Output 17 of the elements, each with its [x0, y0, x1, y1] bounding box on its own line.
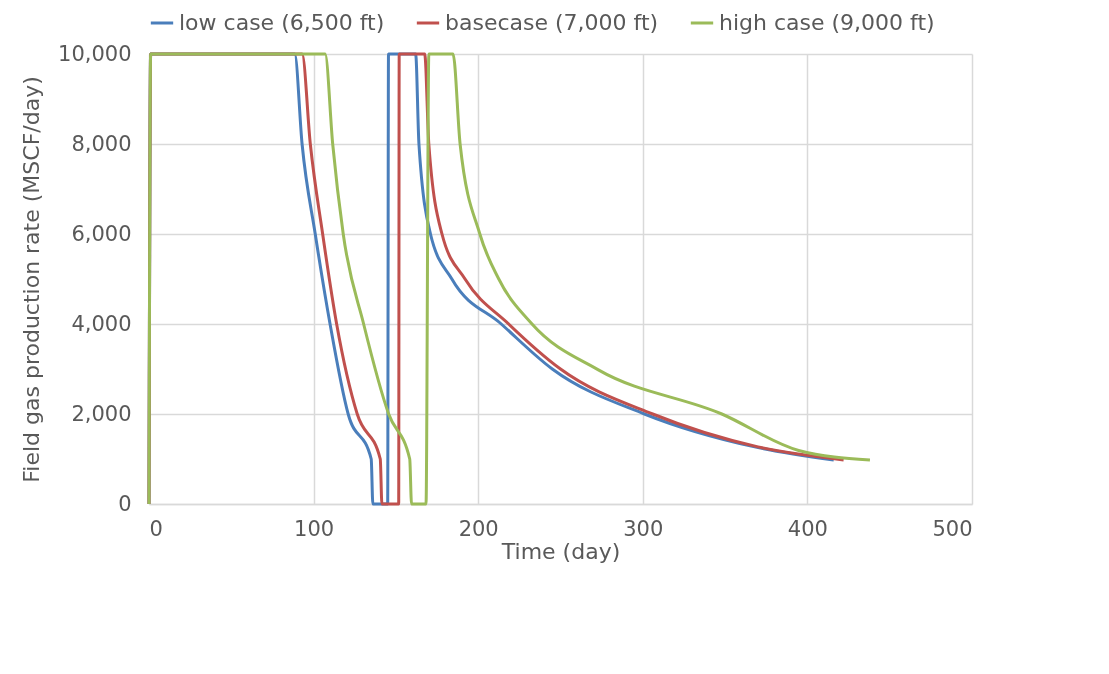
y-axis-title: Field gas production rate (MSCF/day) [19, 76, 45, 483]
x-tick-label: 0 [149, 516, 163, 541]
x-tick-label: 100 [294, 516, 335, 541]
y-tick-label: 6,000 [71, 221, 132, 246]
y-tick-label: 10,000 [58, 41, 132, 66]
legend-label: low case (6,500 ft) [179, 10, 385, 35]
x-tick-label: 400 [787, 516, 828, 541]
x-axis-title: Time (day) [500, 538, 621, 564]
y-tick-label: 8,000 [71, 131, 132, 156]
legend-label: high case (9,000 ft) [719, 10, 935, 35]
x-tick-label: 200 [458, 516, 499, 541]
y-tick-label: 4,000 [71, 311, 132, 336]
y-tick-label: 0 [118, 491, 132, 516]
x-tick-label: 500 [932, 516, 973, 541]
legend-label: basecase (7,000 ft) [445, 10, 659, 35]
y-tick-label: 2,000 [71, 401, 132, 426]
x-tick-label: 300 [623, 516, 664, 541]
